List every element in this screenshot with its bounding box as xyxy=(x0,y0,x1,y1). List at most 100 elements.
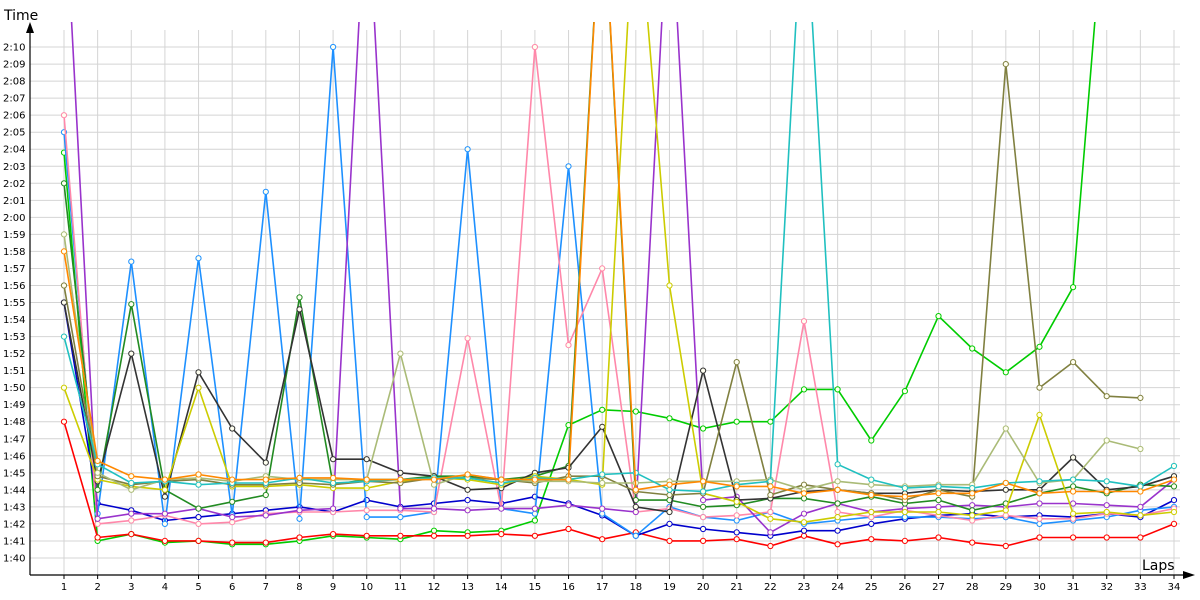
data-point xyxy=(1002,542,1009,550)
series-group xyxy=(60,22,1178,550)
data-point xyxy=(800,519,808,526)
data-point xyxy=(733,418,740,425)
data-point xyxy=(498,531,505,538)
data-point xyxy=(700,537,707,545)
data-point xyxy=(1070,454,1077,461)
data-point xyxy=(430,505,438,512)
data-point xyxy=(498,505,505,512)
x-tick-label: 12 xyxy=(428,582,441,593)
data-point xyxy=(868,536,875,543)
data-point xyxy=(969,539,976,546)
y-tick-label: 1:42 xyxy=(3,519,25,530)
x-tick-label: 5 xyxy=(195,582,201,593)
data-point xyxy=(430,476,438,483)
data-point xyxy=(1002,486,1009,493)
series-line xyxy=(63,302,1175,513)
data-point xyxy=(599,471,606,478)
data-point xyxy=(229,539,236,546)
data-point xyxy=(1103,393,1110,400)
series-12 xyxy=(60,22,1178,500)
data-point xyxy=(1103,502,1110,509)
data-point xyxy=(868,514,875,521)
data-point xyxy=(498,476,505,483)
x-tick-label: 9 xyxy=(330,582,336,593)
y-tick-label: 1:54 xyxy=(3,315,25,326)
data-point xyxy=(262,459,269,466)
data-point xyxy=(599,423,606,430)
data-point xyxy=(531,476,539,483)
data-point xyxy=(161,493,168,500)
data-point xyxy=(1002,512,1009,519)
data-point xyxy=(969,345,976,352)
data-point xyxy=(969,490,976,497)
data-point xyxy=(800,481,808,488)
data-point xyxy=(128,517,135,524)
data-point xyxy=(666,537,673,545)
data-point xyxy=(1137,394,1144,401)
x-axis-arrow xyxy=(1183,571,1195,579)
data-point xyxy=(1036,534,1043,541)
data-point xyxy=(531,505,539,512)
y-tick-label: 1:59 xyxy=(3,230,25,241)
y-tick-label: 2:06 xyxy=(3,111,25,122)
x-tick-label: 21 xyxy=(730,582,743,593)
series-line xyxy=(63,22,1096,546)
data-point xyxy=(330,531,337,538)
series-line xyxy=(63,22,1175,493)
data-point xyxy=(1036,411,1043,418)
y-tick-label: 2:10 xyxy=(3,43,25,54)
x-axis-label: Laps xyxy=(1142,558,1175,574)
x-tick-label: 1 xyxy=(61,582,67,593)
x-tick-label: 14 xyxy=(495,582,508,593)
data-point xyxy=(834,500,841,507)
data-point xyxy=(666,486,673,493)
data-point xyxy=(1170,497,1178,504)
data-point xyxy=(969,485,976,492)
data-point xyxy=(1103,508,1110,516)
data-point xyxy=(195,537,202,545)
data-point xyxy=(60,248,68,255)
series-8 xyxy=(60,22,1178,526)
x-tick-label: 34 xyxy=(1168,582,1181,593)
data-point xyxy=(834,478,841,485)
y-tick-label: 2:02 xyxy=(3,179,25,190)
data-point xyxy=(94,515,101,522)
data-point xyxy=(1070,515,1077,522)
data-point xyxy=(363,485,370,492)
data-point xyxy=(296,507,303,514)
data-point xyxy=(666,508,673,516)
data-point xyxy=(161,476,168,483)
data-point xyxy=(733,517,740,524)
x-tick-label: 8 xyxy=(296,582,302,593)
tick-labels: 1:40 1:41 1:42 1:43 1:44 1:45 1:46 1:47 1:48 1:49… xyxy=(3,43,1180,593)
data-point xyxy=(363,476,370,483)
y-tick-label: 2:05 xyxy=(3,128,25,139)
data-point xyxy=(430,527,438,534)
y-tick-label: 1:40 xyxy=(3,553,25,564)
data-point xyxy=(1036,343,1043,350)
data-point xyxy=(868,437,875,444)
data-point xyxy=(161,486,168,493)
data-point xyxy=(969,517,976,524)
data-point xyxy=(1137,512,1144,519)
data-point xyxy=(935,508,942,516)
data-point xyxy=(901,485,909,492)
data-point xyxy=(229,498,236,505)
data-point xyxy=(1070,476,1077,483)
data-point xyxy=(1070,534,1077,541)
x-tick-label: 31 xyxy=(1067,582,1080,593)
data-point xyxy=(767,515,774,522)
data-point xyxy=(296,515,303,522)
data-point xyxy=(1036,500,1043,507)
data-point xyxy=(1036,520,1043,528)
data-point xyxy=(935,483,942,490)
y-tick-label: 1:43 xyxy=(3,502,25,513)
x-tick-label: 32 xyxy=(1100,582,1113,593)
data-point xyxy=(800,495,808,502)
data-point xyxy=(262,476,269,483)
data-point xyxy=(935,490,942,497)
data-point xyxy=(60,299,68,306)
data-point xyxy=(464,335,471,342)
data-point xyxy=(700,488,707,495)
